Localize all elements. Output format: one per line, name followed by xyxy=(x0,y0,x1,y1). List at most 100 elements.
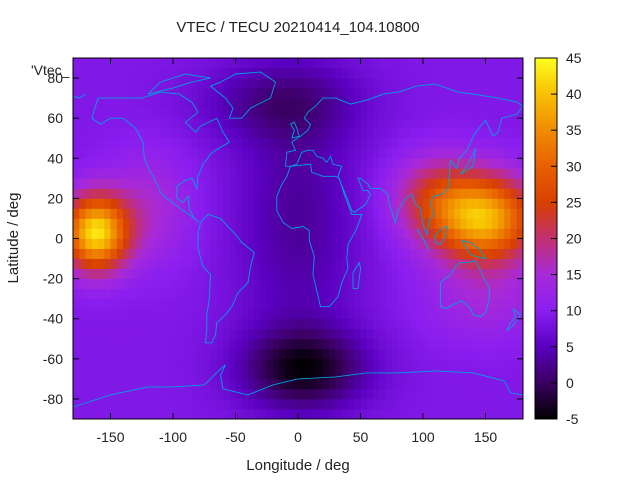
heat-cell xyxy=(323,328,330,340)
heat-cell xyxy=(454,138,461,149)
heat-cell xyxy=(354,258,361,269)
heat-cell xyxy=(91,278,99,290)
heat-cell xyxy=(135,348,143,360)
heat-cell xyxy=(441,188,449,199)
heat-cell xyxy=(285,108,293,119)
heat-cell xyxy=(191,88,199,99)
heat-cell xyxy=(135,408,143,420)
heat-cell xyxy=(379,188,386,199)
heat-cell xyxy=(248,248,255,259)
heat-cell xyxy=(279,88,286,99)
heat-cell xyxy=(198,278,205,290)
heat-cell xyxy=(366,68,374,79)
heat-cell xyxy=(373,258,380,269)
heat-cell xyxy=(279,298,286,310)
heat-cell xyxy=(366,108,374,119)
heat-cell xyxy=(154,278,161,290)
heat-cell xyxy=(216,108,224,119)
heat-cell xyxy=(129,328,136,340)
heat-cell xyxy=(160,378,168,390)
coastline xyxy=(416,228,430,251)
heat-cell xyxy=(129,348,136,360)
heat-cell xyxy=(385,258,393,269)
heat-cell xyxy=(391,68,399,79)
heat-cell xyxy=(135,248,143,259)
heat-cell xyxy=(410,178,418,189)
heat-cell xyxy=(441,118,449,129)
heat-cell xyxy=(429,118,436,129)
heat-cell xyxy=(254,258,261,269)
heat-cell xyxy=(173,228,180,239)
heat-cell xyxy=(479,338,486,350)
heat-cell xyxy=(285,348,293,360)
heat-cell xyxy=(460,288,468,300)
heat-cell xyxy=(341,168,349,179)
heat-cell xyxy=(366,248,374,259)
heat-cell xyxy=(235,268,243,280)
heat-cell xyxy=(316,238,324,249)
heat-cell xyxy=(235,218,243,229)
heat-cell xyxy=(360,288,368,300)
heat-cell xyxy=(441,328,449,340)
heat-cell xyxy=(298,228,305,239)
heat-cell xyxy=(223,408,230,420)
heat-cell xyxy=(341,158,349,169)
heat-cell xyxy=(141,168,149,179)
heat-cell xyxy=(291,208,299,219)
heat-cell xyxy=(391,188,399,199)
heat-cell xyxy=(141,198,149,209)
colorbar-tick-label: 25 xyxy=(566,194,582,210)
heat-cell xyxy=(466,268,474,280)
heat-cell xyxy=(473,388,480,400)
heat-cell xyxy=(341,128,349,139)
heat-cell xyxy=(304,88,311,99)
heat-cell xyxy=(354,378,361,390)
heat-cell xyxy=(185,348,193,360)
heat-cell xyxy=(179,218,186,229)
heat-cell xyxy=(148,148,155,159)
heat-cell xyxy=(360,268,368,280)
heat-cell xyxy=(204,138,211,149)
heat-cell xyxy=(123,368,130,380)
heat-cell xyxy=(73,248,80,259)
heat-cell xyxy=(423,328,430,340)
heat-cell xyxy=(404,348,411,360)
heat-cell xyxy=(110,338,118,350)
heat-cell xyxy=(479,168,486,179)
heat-cell xyxy=(410,88,418,99)
heat-cell xyxy=(98,58,105,69)
heat-cell xyxy=(160,268,168,280)
heat-cell xyxy=(141,178,149,189)
heat-cell xyxy=(73,318,80,330)
heat-cell xyxy=(360,278,368,290)
heat-cell xyxy=(379,108,386,119)
heat-cell xyxy=(454,398,461,410)
heat-cell xyxy=(85,398,93,410)
heat-cell xyxy=(329,108,336,119)
y-tick-label: 80 xyxy=(47,70,63,86)
y-tick-label: -80 xyxy=(43,391,63,407)
heat-cell xyxy=(273,308,280,320)
heat-cell xyxy=(210,78,218,89)
heat-cell xyxy=(166,98,174,109)
heat-cell xyxy=(79,198,86,209)
heat-cell xyxy=(260,168,268,179)
heat-cell xyxy=(348,338,355,350)
heat-cell xyxy=(373,368,380,380)
heat-cell xyxy=(298,268,305,280)
heat-cell xyxy=(160,188,168,199)
heat-cell xyxy=(79,258,86,269)
heat-cell xyxy=(123,168,130,179)
heat-cell xyxy=(260,118,268,129)
heat-cell xyxy=(341,148,349,159)
coastline xyxy=(209,71,277,119)
heat-cell xyxy=(185,128,193,139)
heat-cell xyxy=(423,388,430,400)
heat-cell xyxy=(185,328,193,340)
heat-cell xyxy=(285,388,293,400)
heat-cell xyxy=(204,248,211,259)
heat-cell xyxy=(260,348,268,360)
heat-cell xyxy=(323,268,330,280)
heat-cell xyxy=(104,228,111,239)
heat-cell xyxy=(110,348,118,360)
